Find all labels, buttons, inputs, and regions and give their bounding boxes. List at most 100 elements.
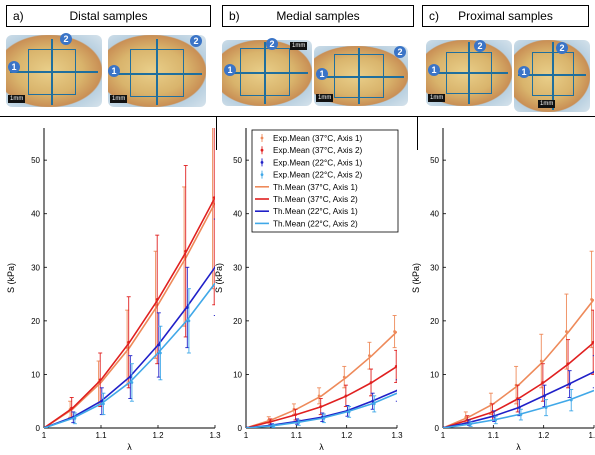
y-tick-label: 30 [430, 263, 439, 272]
legend-entry: Th.Mean (22°C, Axis 2) [273, 219, 358, 228]
data-point [344, 394, 348, 398]
legend-symbol [260, 161, 264, 164]
data-point [214, 266, 215, 269]
data-point [543, 394, 546, 398]
data-point [494, 418, 498, 422]
axis-badge: 2 [190, 35, 202, 47]
axis-badge: 2 [394, 46, 406, 58]
data-point [368, 354, 371, 358]
sample-photo-medial-1: 1 2 1mm [222, 38, 312, 106]
panel-header-a: a) Distal samples [6, 5, 211, 27]
data-point [128, 375, 132, 379]
horizontal-divider [0, 116, 595, 117]
chart-panel-b: 0 10 20 30 40 50 1 1.1 1.2 1.3 λ S (kPa) [214, 128, 403, 452]
series-line-s22a2 [246, 392, 397, 428]
data-point [394, 364, 397, 368]
y-tick-label: 20 [31, 317, 40, 326]
x-tick-label: 1.3 [209, 431, 221, 440]
data-point [187, 319, 191, 323]
data-point [98, 378, 102, 382]
x-tick-label: 1.2 [152, 431, 164, 440]
data-point [519, 413, 523, 417]
scale-bar: 1mm [8, 95, 26, 103]
legend-entry: Th.Mean (37°C, Axis 2) [273, 195, 358, 204]
sample-photo-distal-1: 1 2 1mm [6, 33, 102, 107]
data-point [102, 402, 105, 406]
axis-badge: 2 [60, 33, 72, 45]
data-point [590, 298, 593, 301]
y-tick-label: 20 [233, 317, 242, 326]
data-point [398, 392, 401, 395]
data-point [130, 381, 134, 384]
legend-entry: Exp.Mean (37°C, Axis 1) [273, 134, 363, 143]
axis-badge: 1 [518, 66, 530, 78]
vertical-divider [417, 116, 418, 150]
y-tick-label: 10 [430, 370, 439, 379]
data-point [185, 306, 189, 309]
axis-badge: 1 [224, 64, 236, 76]
data-point [247, 426, 250, 428]
legend-entry: Exp.Mean (22°C, Axis 1) [273, 158, 363, 167]
panel-title: Medial samples [276, 9, 360, 23]
sample-photo-medial-2: 1 2 1mm [314, 46, 408, 106]
panel-header-b: b) Medial samples [222, 5, 414, 27]
series-group [439, 250, 594, 430]
data-point [73, 416, 77, 420]
data-point [371, 399, 375, 403]
legend-entry: Exp.Mean (37°C, Axis 2) [273, 146, 363, 155]
data-point [539, 359, 543, 363]
y-tick-label: 30 [31, 263, 40, 272]
legend-entry: Th.Mean (22°C, Axis 1) [273, 207, 358, 216]
y-tick-label: 50 [430, 156, 439, 165]
data-point [242, 427, 245, 430]
axis-badge: 1 [108, 65, 120, 77]
series-line-s37a1 [246, 331, 397, 428]
data-point [568, 382, 572, 386]
data-point [439, 427, 442, 430]
panel-letter: c) [429, 9, 439, 23]
sample-photo-proximal-1: 1 2 1mm [426, 40, 512, 106]
y-tick-label: 0 [435, 424, 440, 433]
axis-badge: 1 [8, 61, 20, 73]
data-point [317, 394, 321, 398]
data-point [393, 330, 396, 333]
axis-badge: 2 [266, 38, 278, 50]
data-point [544, 406, 548, 410]
data-point [372, 402, 376, 406]
data-point [184, 249, 188, 253]
data-point [268, 420, 272, 423]
data-point [369, 381, 373, 384]
x-tick-label: 1 [42, 431, 47, 440]
series-line-s22a2 [44, 282, 215, 428]
data-point [212, 196, 215, 200]
series-line-s37a2 [44, 197, 215, 428]
x-tick-label: 1.2 [538, 431, 550, 440]
data-point [294, 413, 297, 417]
x-axis-label: λ [319, 442, 324, 452]
y-tick-label: 0 [238, 424, 243, 433]
y-tick-label: 50 [233, 156, 242, 165]
x-tick-label: 1.1 [488, 431, 500, 440]
legend-symbol [260, 136, 264, 140]
scale-bar: 1mm [316, 94, 334, 102]
y-tick-label: 30 [233, 263, 242, 272]
data-point [272, 424, 275, 428]
data-point [40, 427, 43, 430]
chart-panel-c: 0 10 20 30 40 50 1 1.1 1.2 1.3 λ S (kPa) [411, 128, 595, 452]
series-line-s22a2 [443, 389, 594, 428]
legend-symbol [260, 173, 264, 177]
y-tick-label: 10 [31, 370, 40, 379]
scale-bar: 1mm [290, 42, 308, 50]
panel-header-c: c) Proximal samples [422, 5, 589, 27]
scale-bar: 1mm [110, 95, 128, 103]
data-point [319, 405, 323, 408]
x-tick-label: 1 [244, 431, 249, 440]
series-line-s37a1 [44, 202, 215, 428]
data-point [155, 298, 159, 301]
data-point [464, 415, 468, 419]
y-tick-label: 10 [233, 370, 242, 379]
sample-photo-distal-2: 1 2 1mm [108, 35, 206, 107]
y-tick-label: 0 [36, 424, 41, 433]
x-tick-label: 1.1 [95, 431, 107, 440]
